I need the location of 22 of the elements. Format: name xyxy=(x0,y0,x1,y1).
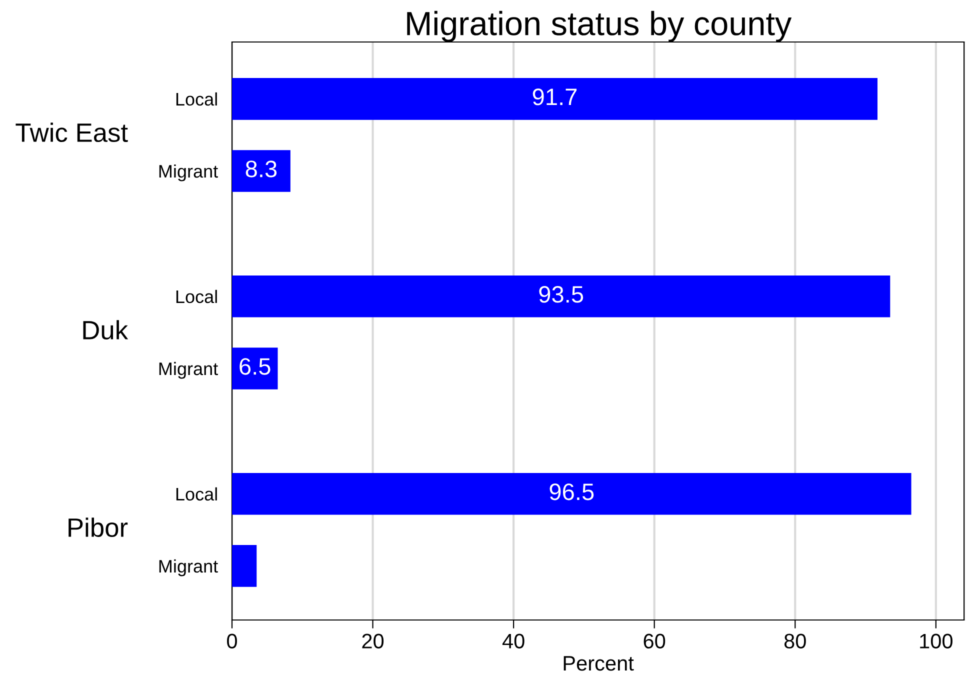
text: Duk xyxy=(83,320,128,340)
y-tick-label: Local xyxy=(176,92,217,106)
data-label: 91.7 xyxy=(532,88,577,106)
x-tick-label: 20 xyxy=(362,634,384,648)
x-tick-label: 60 xyxy=(644,634,666,648)
text: Pibor xyxy=(68,518,128,537)
x-axis-title: Percent xyxy=(564,656,634,671)
y-tick-label: Migrant xyxy=(159,164,218,182)
data-label: 96.5 xyxy=(550,483,594,500)
data-label: 8.3 xyxy=(246,160,277,178)
x-tick-label: 40 xyxy=(502,634,524,648)
y-tick-label: Local xyxy=(176,487,217,501)
chart-title: Migration status by county xyxy=(407,10,792,42)
y-tick-label: Migrant xyxy=(159,362,218,379)
y-tick-label: Local xyxy=(176,290,217,304)
text: Twic East xyxy=(16,122,128,142)
data-label: 6.5 xyxy=(240,358,270,375)
x-tick-label: 100 xyxy=(920,634,952,648)
x-tick-label: 80 xyxy=(784,634,806,648)
data-label: 93.5 xyxy=(539,286,584,303)
x-tick-label: 0 xyxy=(227,634,237,648)
y-tick-label: Migrant xyxy=(159,559,218,576)
